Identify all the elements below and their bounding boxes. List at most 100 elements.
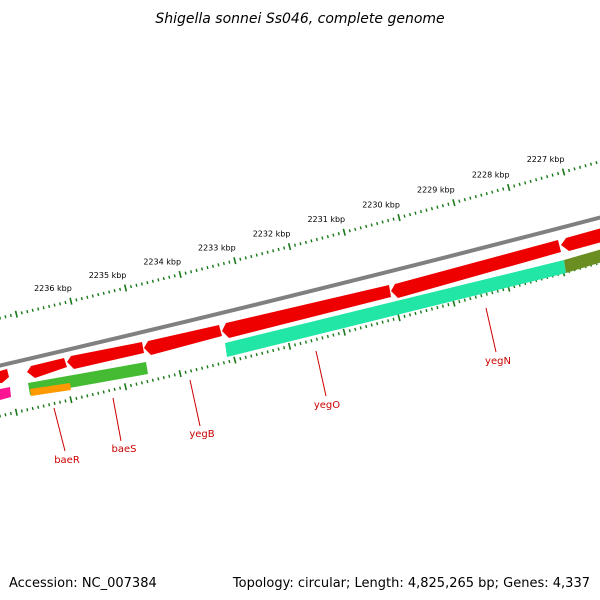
minor-tick [441, 204, 444, 208]
minor-tick [425, 308, 428, 313]
minor-tick [157, 377, 160, 381]
minor-tick [485, 191, 488, 196]
forward-strand-features [0, 228, 600, 383]
minor-tick [293, 343, 297, 347]
minor-tick [255, 253, 258, 257]
minor-tick [135, 283, 138, 287]
minor-tick [140, 381, 143, 385]
minor-tick [80, 296, 83, 301]
minor-tick [206, 265, 209, 270]
minor-tick [91, 294, 94, 298]
minor-tick [190, 369, 193, 373]
minor-tick [64, 300, 67, 305]
minor-tick [277, 347, 280, 351]
minor-tick [332, 233, 335, 237]
minor-tick [129, 383, 133, 388]
kbp-label: 2233 kbp [198, 244, 236, 253]
minor-tick [419, 210, 423, 214]
cds-feature-olive [564, 249, 600, 273]
major-tick [397, 214, 401, 222]
minor-tick [491, 291, 494, 295]
minor-tick [283, 346, 286, 350]
gene-leaders [53, 307, 497, 452]
minor-tick [168, 275, 171, 279]
minor-tick [321, 336, 324, 340]
minor-tick [80, 395, 83, 399]
minor-tick [469, 196, 472, 200]
minor-tick [518, 182, 521, 187]
cds-feature-magenta [0, 387, 11, 400]
minor-tick [244, 355, 247, 359]
minor-tick [266, 250, 269, 254]
minor-tick [261, 351, 264, 355]
minor-tick [102, 390, 105, 394]
major-tick [506, 183, 511, 192]
leader-line [189, 379, 201, 427]
minor-tick [524, 181, 527, 185]
minor-tick [135, 382, 138, 386]
cds-feature [67, 342, 144, 369]
minor-tick [376, 321, 379, 326]
minor-tick [376, 221, 379, 226]
major-tick [342, 328, 346, 336]
cds-feature-teal [225, 260, 566, 357]
minor-tick [97, 391, 100, 395]
minor-tick [354, 227, 357, 231]
minor-tick [75, 298, 78, 302]
major-tick [342, 228, 346, 236]
minor-tick [53, 303, 56, 307]
minor-tick [217, 362, 220, 366]
minor-tick [162, 375, 165, 380]
kbp-label: 2235 kbp [89, 271, 127, 280]
minor-tick [337, 331, 340, 336]
kbp-label: 2229 kbp [417, 186, 455, 195]
minor-tick [119, 386, 122, 390]
minor-tick [436, 305, 439, 310]
minor-tick [272, 348, 275, 353]
minor-tick [239, 257, 242, 261]
minor-tick [157, 278, 160, 282]
minor-tick [293, 243, 297, 247]
minor-tick [496, 188, 499, 193]
minor-tick [573, 167, 576, 171]
minor-tick [337, 232, 340, 236]
minor-tick [392, 217, 395, 221]
minor-tick [200, 267, 204, 271]
minor-tick [266, 350, 269, 354]
scale-ticks-upper [0, 160, 598, 320]
minor-tick [9, 411, 12, 416]
minor-tick [425, 208, 428, 212]
minor-tick [332, 333, 335, 337]
minor-tick [97, 293, 100, 297]
minor-tick [211, 264, 215, 268]
minor-tick [463, 298, 466, 302]
minor-tick [151, 378, 154, 382]
minor-tick [4, 413, 7, 417]
minor-tick [42, 306, 45, 310]
minor-tick [250, 254, 253, 259]
minor-tick [414, 211, 417, 215]
minor-tick [359, 326, 362, 330]
minor-tick [365, 324, 368, 329]
minor-tick [403, 314, 406, 318]
minor-tick [502, 288, 505, 292]
minor-tick [195, 268, 198, 272]
minor-tick [91, 392, 94, 397]
minor-tick [261, 252, 264, 256]
minor-tick [20, 311, 23, 315]
minor-tick [272, 249, 275, 253]
minor-tick [146, 379, 149, 384]
minor-tick [567, 168, 571, 173]
minor-tick [447, 302, 450, 307]
minor-tick [387, 218, 390, 223]
minor-tick [37, 307, 40, 311]
minor-tick [228, 260, 231, 264]
minor-tick [430, 307, 434, 311]
minor-tick [9, 313, 12, 318]
kbp-label: 2228 kbp [472, 170, 510, 179]
genome-backbone [0, 215, 600, 368]
major-tick [452, 199, 456, 207]
minor-tick [408, 313, 412, 317]
leader-line [112, 397, 122, 442]
gene-label-yegN: yegN [485, 356, 511, 367]
